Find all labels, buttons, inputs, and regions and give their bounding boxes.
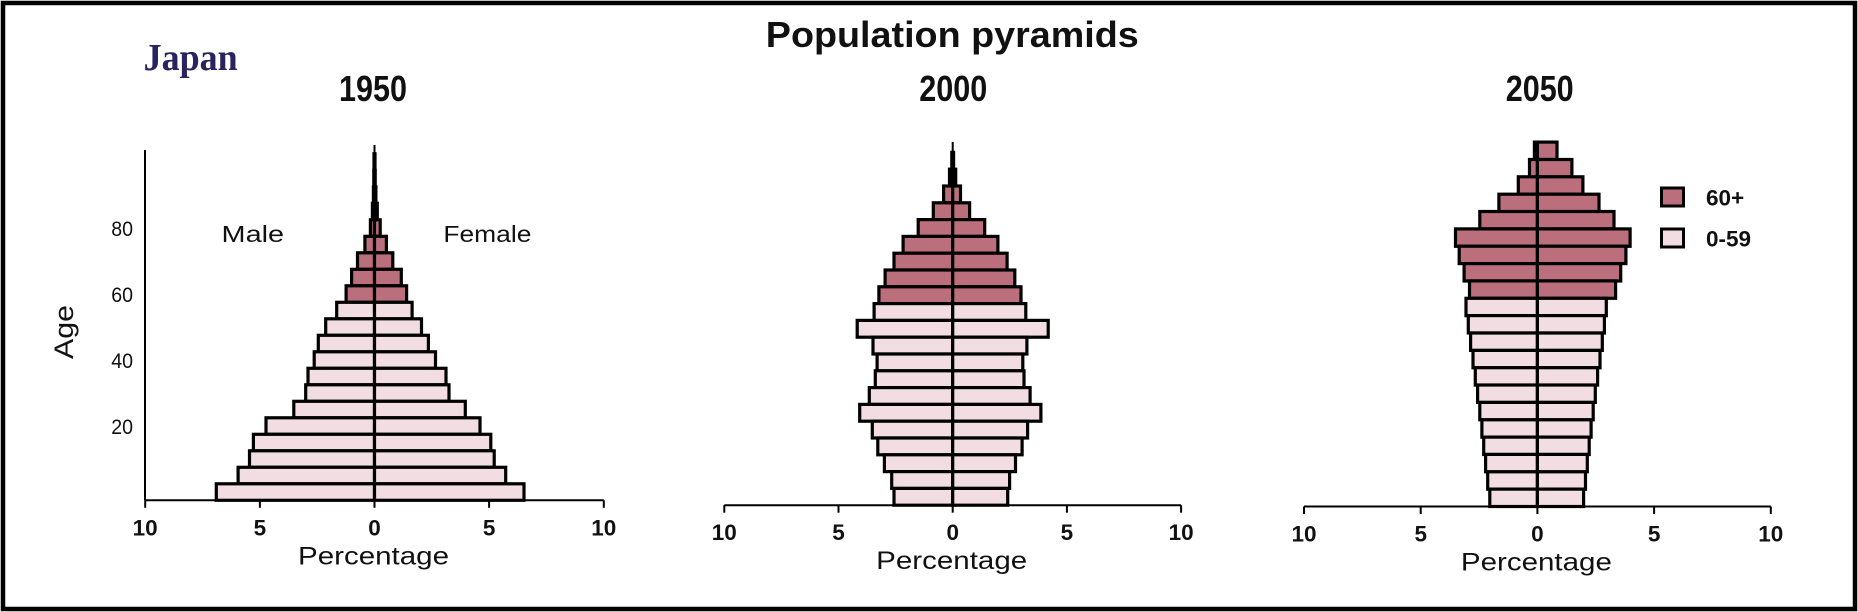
- svg-text:10: 10: [1169, 520, 1194, 545]
- svg-text:10: 10: [133, 515, 158, 540]
- svg-text:60+: 60+: [1706, 186, 1744, 211]
- svg-text:Age: Age: [49, 305, 79, 359]
- svg-text:10: 10: [591, 515, 616, 540]
- svg-text:5: 5: [483, 515, 496, 540]
- svg-text:20: 20: [111, 415, 133, 439]
- svg-text:0: 0: [368, 515, 381, 540]
- svg-text:5: 5: [1414, 522, 1427, 547]
- svg-text:5: 5: [1648, 522, 1661, 547]
- svg-text:Female: Female: [443, 221, 531, 247]
- svg-text:80: 80: [111, 217, 133, 241]
- svg-text:0: 0: [946, 520, 959, 545]
- svg-text:5: 5: [832, 520, 845, 545]
- svg-text:Japan: Japan: [144, 37, 238, 79]
- svg-text:2000: 2000: [919, 68, 987, 109]
- svg-text:Population pyramids: Population pyramids: [766, 14, 1139, 55]
- svg-text:0-59: 0-59: [1706, 227, 1751, 252]
- svg-text:0: 0: [1531, 522, 1544, 547]
- svg-text:Percentage: Percentage: [1461, 549, 1612, 577]
- svg-text:2050: 2050: [1506, 68, 1574, 109]
- svg-text:Male: Male: [222, 221, 285, 247]
- svg-text:60: 60: [111, 283, 133, 307]
- svg-text:Percentage: Percentage: [876, 547, 1027, 575]
- svg-text:40: 40: [111, 349, 133, 373]
- svg-text:Percentage: Percentage: [298, 542, 449, 570]
- svg-text:5: 5: [1061, 520, 1074, 545]
- svg-text:1950: 1950: [339, 68, 407, 109]
- svg-text:10: 10: [1758, 522, 1783, 547]
- svg-text:10: 10: [712, 520, 737, 545]
- svg-text:5: 5: [254, 515, 267, 540]
- svg-text:10: 10: [1291, 522, 1316, 547]
